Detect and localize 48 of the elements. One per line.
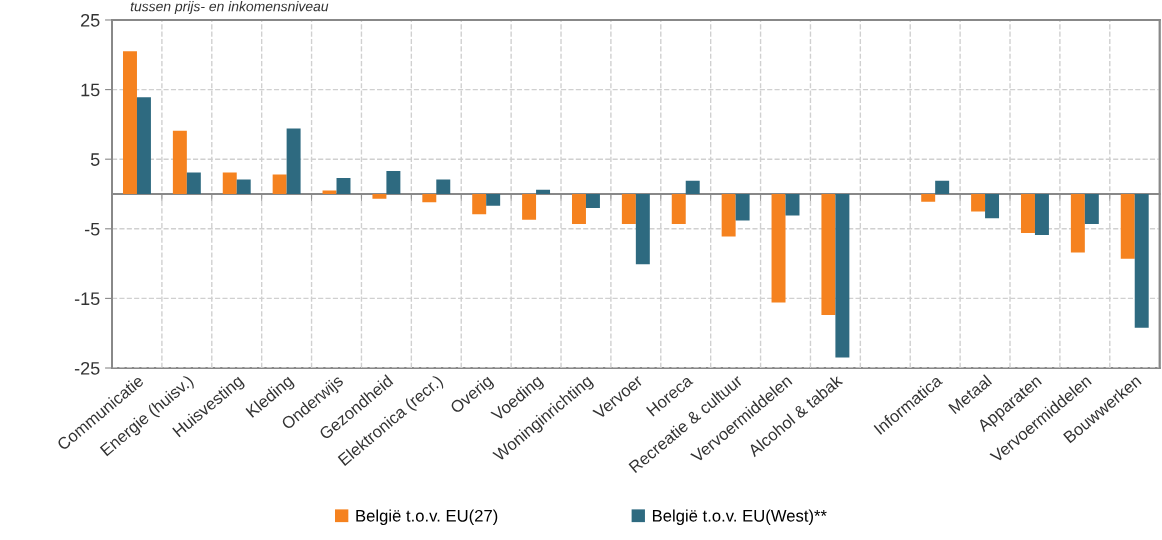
bar [186,172,201,194]
bar [735,194,750,221]
bar [122,51,137,194]
bar [472,194,487,215]
y-tick-label: 5 [90,153,100,166]
bar [921,194,936,202]
text: tussen prijs- en inkomensniveau [130,1,329,15]
y-tick-label: -15 [74,292,100,306]
bar [721,194,736,237]
bar [372,194,387,199]
y-tick-label: 25 [81,13,100,27]
bar [771,194,786,303]
bar [621,194,636,224]
bar [1120,194,1135,259]
bar [336,177,351,194]
bar [286,128,301,194]
bar [821,194,836,316]
bar [1134,194,1149,328]
bar [571,194,586,224]
bar [1084,194,1099,224]
bar [522,194,537,220]
legend-label: België t.o.v. EU(27) [356,509,498,525]
bar [422,194,437,203]
bar [272,174,287,194]
bar [136,97,151,194]
legend-label: België t.o.v. EU(West)** [652,509,827,525]
bar [785,194,800,216]
y-tick-label: -5 [84,222,100,236]
bar [436,179,451,194]
bar [835,194,850,358]
bar [1070,194,1085,253]
bar [671,194,686,224]
bar [1034,194,1049,236]
y-tick-label: 15 [81,83,100,97]
bar [635,194,650,265]
bar [685,180,700,194]
bar [486,194,501,206]
bar [222,172,237,194]
bar [585,194,600,208]
y-tick-label: -25 [74,361,100,375]
bar [386,171,401,194]
bar [172,130,187,194]
bar [1020,194,1035,233]
bar [536,189,551,194]
bar [971,194,986,212]
bar [236,179,251,194]
bar [935,180,950,194]
bar [985,194,1000,219]
